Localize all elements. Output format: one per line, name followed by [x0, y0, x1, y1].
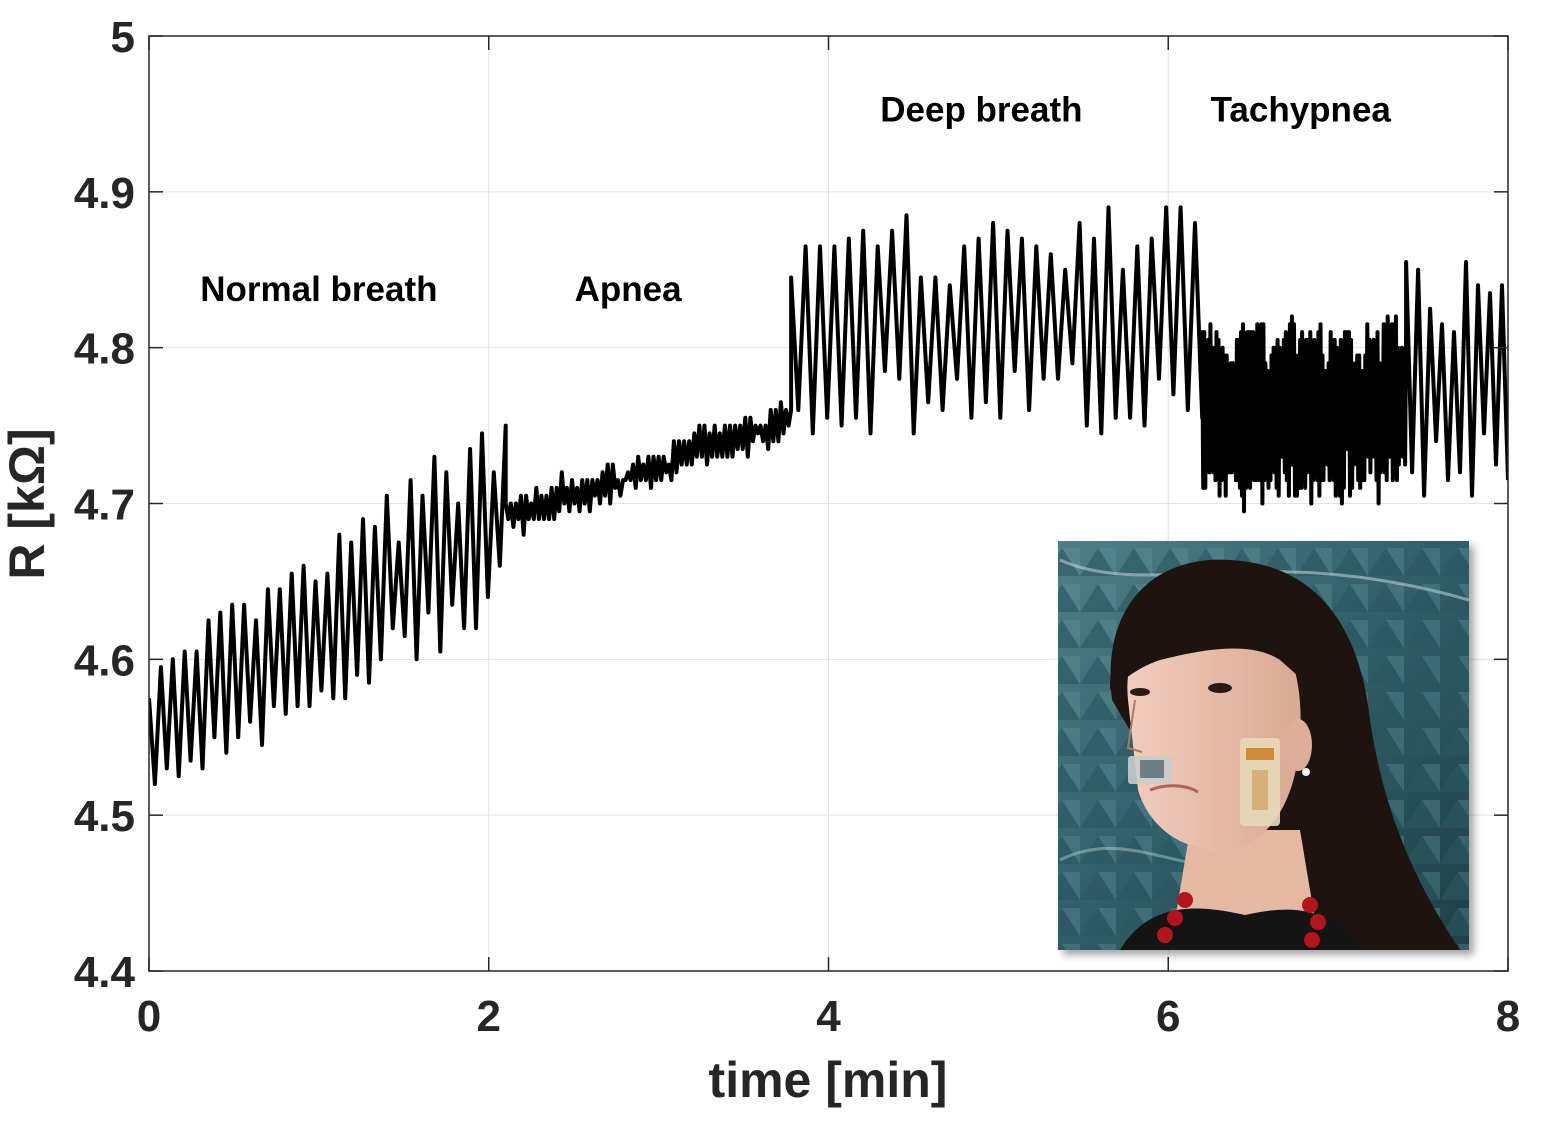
inset-photo — [1058, 541, 1469, 950]
phase-annotations: Normal breath Apnea Deep breath Tachypnea — [200, 91, 1391, 309]
x-tick-labels: 0 2 4 6 8 — [137, 992, 1520, 1041]
y-tick-label: 4.7 — [74, 481, 135, 530]
y-tick-label: 4.5 — [74, 792, 135, 841]
x-axis-label: time [min] — [709, 1052, 948, 1108]
plot-area — [149, 205, 1508, 786]
x-tick-label: 2 — [477, 992, 501, 1041]
phase-annotation: Apnea — [575, 270, 683, 309]
y-tick-label: 4.6 — [74, 636, 135, 685]
y-tick-label: 4.4 — [74, 948, 136, 997]
resistance-series-line — [149, 205, 1508, 786]
x-tick-label: 6 — [1156, 992, 1180, 1041]
axis-ticks — [148, 35, 1509, 972]
y-tick-label: 4.8 — [74, 325, 135, 374]
x-tick-label: 0 — [137, 992, 161, 1041]
phase-annotation: Deep breath — [880, 91, 1082, 130]
y-tick-labels: 4.4 4.5 4.6 4.7 4.8 4.9 5 — [74, 13, 136, 997]
phase-annotation: Tachypnea — [1211, 91, 1392, 130]
y-axis-label: R [kΩ] — [0, 428, 55, 579]
x-tick-label: 4 — [816, 992, 841, 1041]
x-tick-label: 8 — [1496, 992, 1520, 1041]
y-tick-label: 5 — [111, 13, 135, 62]
y-tick-label: 4.9 — [74, 169, 135, 218]
phase-annotation: Normal breath — [200, 270, 437, 309]
